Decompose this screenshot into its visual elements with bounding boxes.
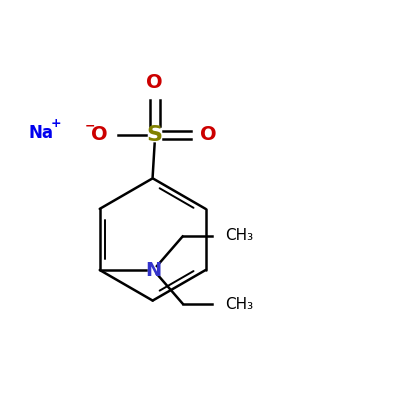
Text: Na: Na [28, 124, 54, 142]
Text: O: O [91, 126, 108, 144]
Text: O: O [200, 126, 216, 144]
Text: S: S [147, 125, 163, 145]
Text: N: N [145, 260, 161, 280]
Text: O: O [146, 73, 163, 92]
Text: CH₃: CH₃ [225, 297, 253, 312]
Text: CH₃: CH₃ [225, 228, 253, 243]
Text: −: − [84, 120, 95, 133]
Text: +: + [51, 117, 62, 130]
